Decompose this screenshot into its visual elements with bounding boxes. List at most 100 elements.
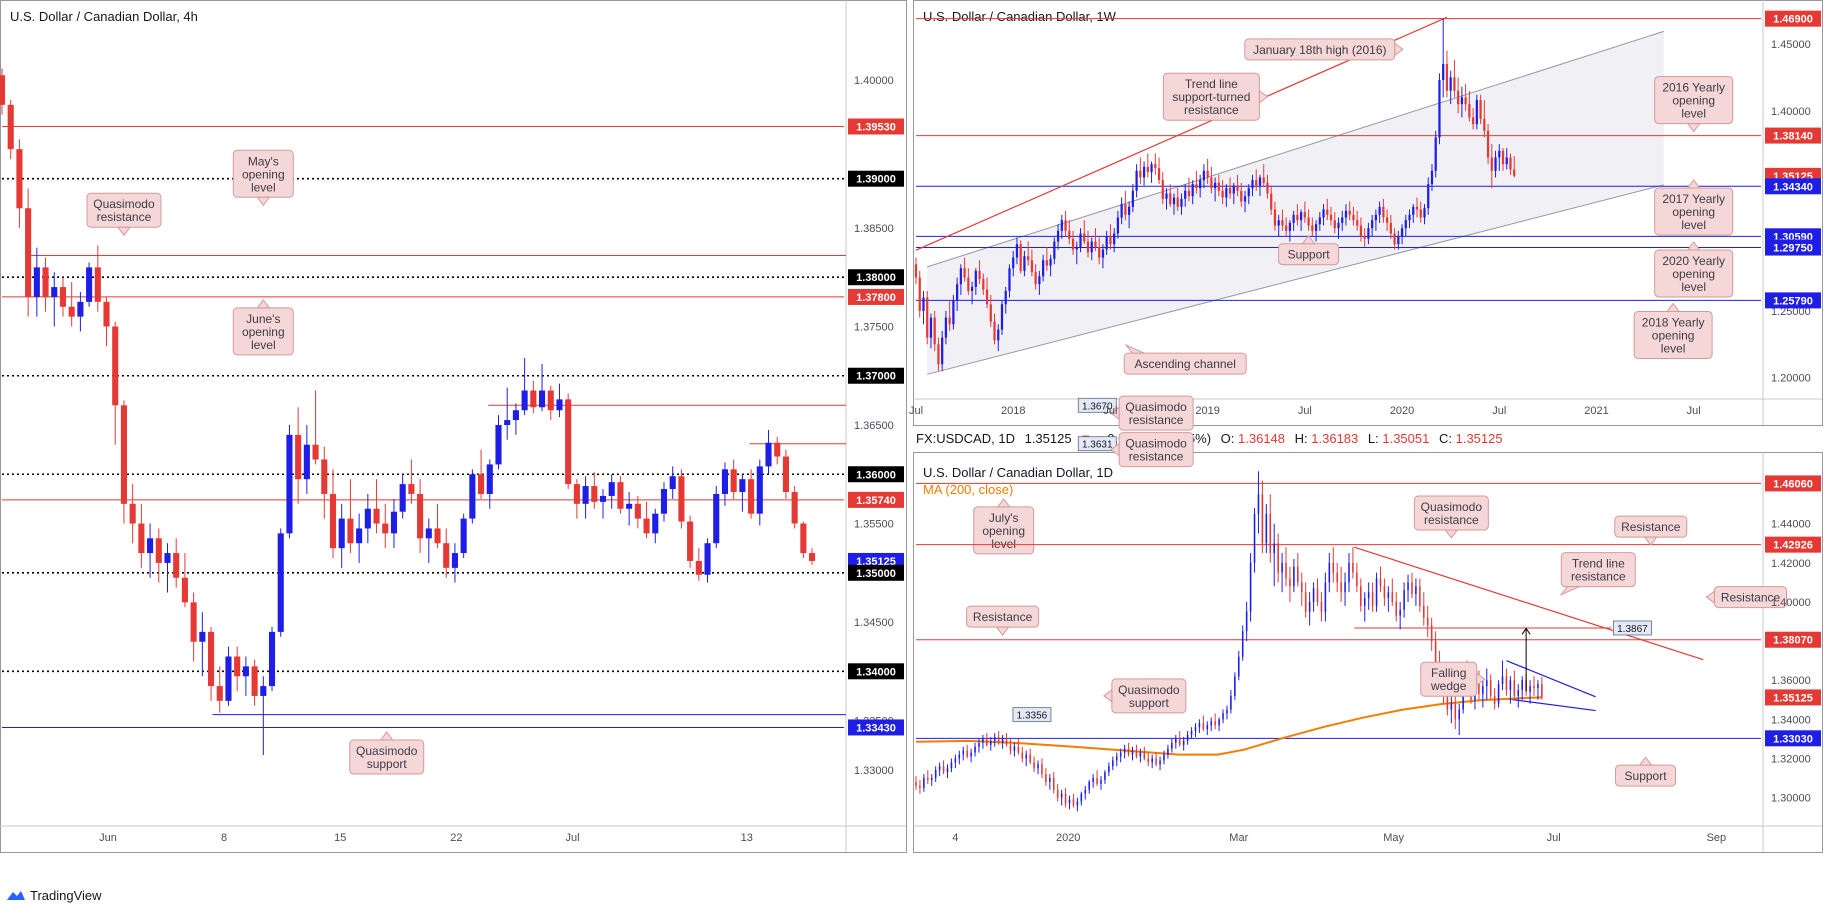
candle[interactable]: [530, 380, 537, 414]
candle[interactable]: [626, 491, 633, 526]
candle[interactable]: [1157, 157, 1161, 185]
candle[interactable]: [1273, 523, 1275, 587]
candle[interactable]: [155, 528, 162, 583]
candle[interactable]: [1471, 108, 1475, 130]
candle[interactable]: [1064, 787, 1067, 808]
candle[interactable]: [1395, 592, 1398, 622]
candle[interactable]: [7, 99, 14, 159]
candle[interactable]: [138, 503, 145, 568]
candle[interactable]: [1501, 148, 1505, 171]
candle[interactable]: [1505, 148, 1508, 170]
candle[interactable]: [1109, 224, 1112, 250]
candle[interactable]: [1266, 174, 1269, 199]
candle[interactable]: [1497, 680, 1500, 708]
candle[interactable]: [1336, 562, 1338, 593]
candle[interactable]: [1221, 180, 1224, 205]
candle[interactable]: [1489, 674, 1492, 700]
candle[interactable]: [1485, 668, 1488, 700]
candle[interactable]: [1270, 185, 1273, 215]
candle[interactable]: [948, 300, 951, 331]
candle[interactable]: [1393, 228, 1396, 250]
candle[interactable]: [1316, 578, 1319, 606]
candle[interactable]: [295, 407, 302, 504]
candle[interactable]: [982, 273, 985, 295]
candle[interactable]: [1033, 756, 1035, 773]
candle[interactable]: [617, 476, 624, 514]
candle[interactable]: [1320, 592, 1323, 622]
candle[interactable]: [1139, 748, 1142, 763]
callout[interactable]: Ascending channel: [1123, 343, 1247, 375]
candle[interactable]: [1303, 201, 1306, 223]
candle[interactable]: [950, 758, 953, 773]
candle[interactable]: [1382, 198, 1385, 223]
candle[interactable]: [1015, 237, 1019, 265]
candle[interactable]: [1529, 680, 1531, 704]
candle[interactable]: [1356, 210, 1359, 231]
candle[interactable]: [1513, 156, 1516, 178]
candle[interactable]: [1005, 733, 1008, 747]
candle[interactable]: [1374, 209, 1378, 231]
candle[interactable]: [1442, 18, 1445, 98]
candle[interactable]: [1486, 124, 1490, 165]
candle[interactable]: [1165, 188, 1168, 210]
candle[interactable]: [1060, 214, 1063, 239]
candle[interactable]: [1445, 50, 1449, 98]
candle[interactable]: [997, 731, 1000, 745]
candle[interactable]: [33, 247, 40, 317]
candle[interactable]: [286, 425, 293, 539]
candle[interactable]: [1038, 270, 1041, 295]
candle[interactable]: [634, 495, 641, 529]
candle[interactable]: [937, 337, 940, 371]
candle[interactable]: [329, 469, 337, 558]
candle[interactable]: [1356, 562, 1358, 593]
candle[interactable]: [1027, 241, 1030, 266]
candle[interactable]: [1025, 750, 1028, 767]
candle[interactable]: [1300, 572, 1303, 606]
candle[interactable]: [173, 538, 180, 588]
candle[interactable]: [268, 626, 276, 691]
candle[interactable]: [1255, 169, 1258, 191]
candle[interactable]: [1419, 201, 1422, 223]
candle[interactable]: [599, 489, 607, 519]
candle[interactable]: [1214, 713, 1216, 730]
candle[interactable]: [1161, 172, 1164, 205]
candle[interactable]: [952, 294, 955, 330]
callout[interactable]: Resistance: [1614, 515, 1688, 546]
candle[interactable]: [944, 310, 948, 345]
candle[interactable]: [1056, 224, 1060, 250]
candle[interactable]: [1293, 558, 1295, 593]
candle[interactable]: [1371, 214, 1374, 237]
candle[interactable]: [1225, 184, 1228, 207]
candle[interactable]: [565, 393, 572, 490]
candle[interactable]: [312, 390, 319, 465]
candle[interactable]: [1199, 174, 1202, 198]
candle[interactable]: [669, 466, 676, 499]
candle[interactable]: [1191, 180, 1194, 205]
candle[interactable]: [1308, 592, 1311, 626]
candle[interactable]: [94, 245, 101, 312]
candle[interactable]: [51, 272, 58, 327]
candle[interactable]: [704, 538, 711, 583]
candle[interactable]: [608, 474, 615, 509]
candle[interactable]: [1404, 214, 1407, 237]
trend-line[interactable]: [1506, 698, 1596, 712]
candle[interactable]: [1147, 752, 1150, 767]
candle[interactable]: [1253, 508, 1256, 573]
candle[interactable]: [1096, 770, 1098, 786]
candle[interactable]: [16, 139, 23, 228]
candle[interactable]: [1124, 190, 1127, 221]
candle[interactable]: [1178, 731, 1181, 747]
candle[interactable]: [147, 523, 154, 578]
candle[interactable]: [1490, 144, 1493, 189]
candle[interactable]: [1088, 779, 1090, 794]
candle[interactable]: [1090, 237, 1093, 261]
candle[interactable]: [1034, 264, 1037, 290]
candle[interactable]: [434, 503, 441, 549]
candle[interactable]: [364, 493, 371, 544]
candle[interactable]: [1115, 752, 1118, 767]
candle[interactable]: [1537, 680, 1539, 700]
candle[interactable]: [1143, 746, 1146, 761]
candle[interactable]: [1411, 572, 1413, 599]
